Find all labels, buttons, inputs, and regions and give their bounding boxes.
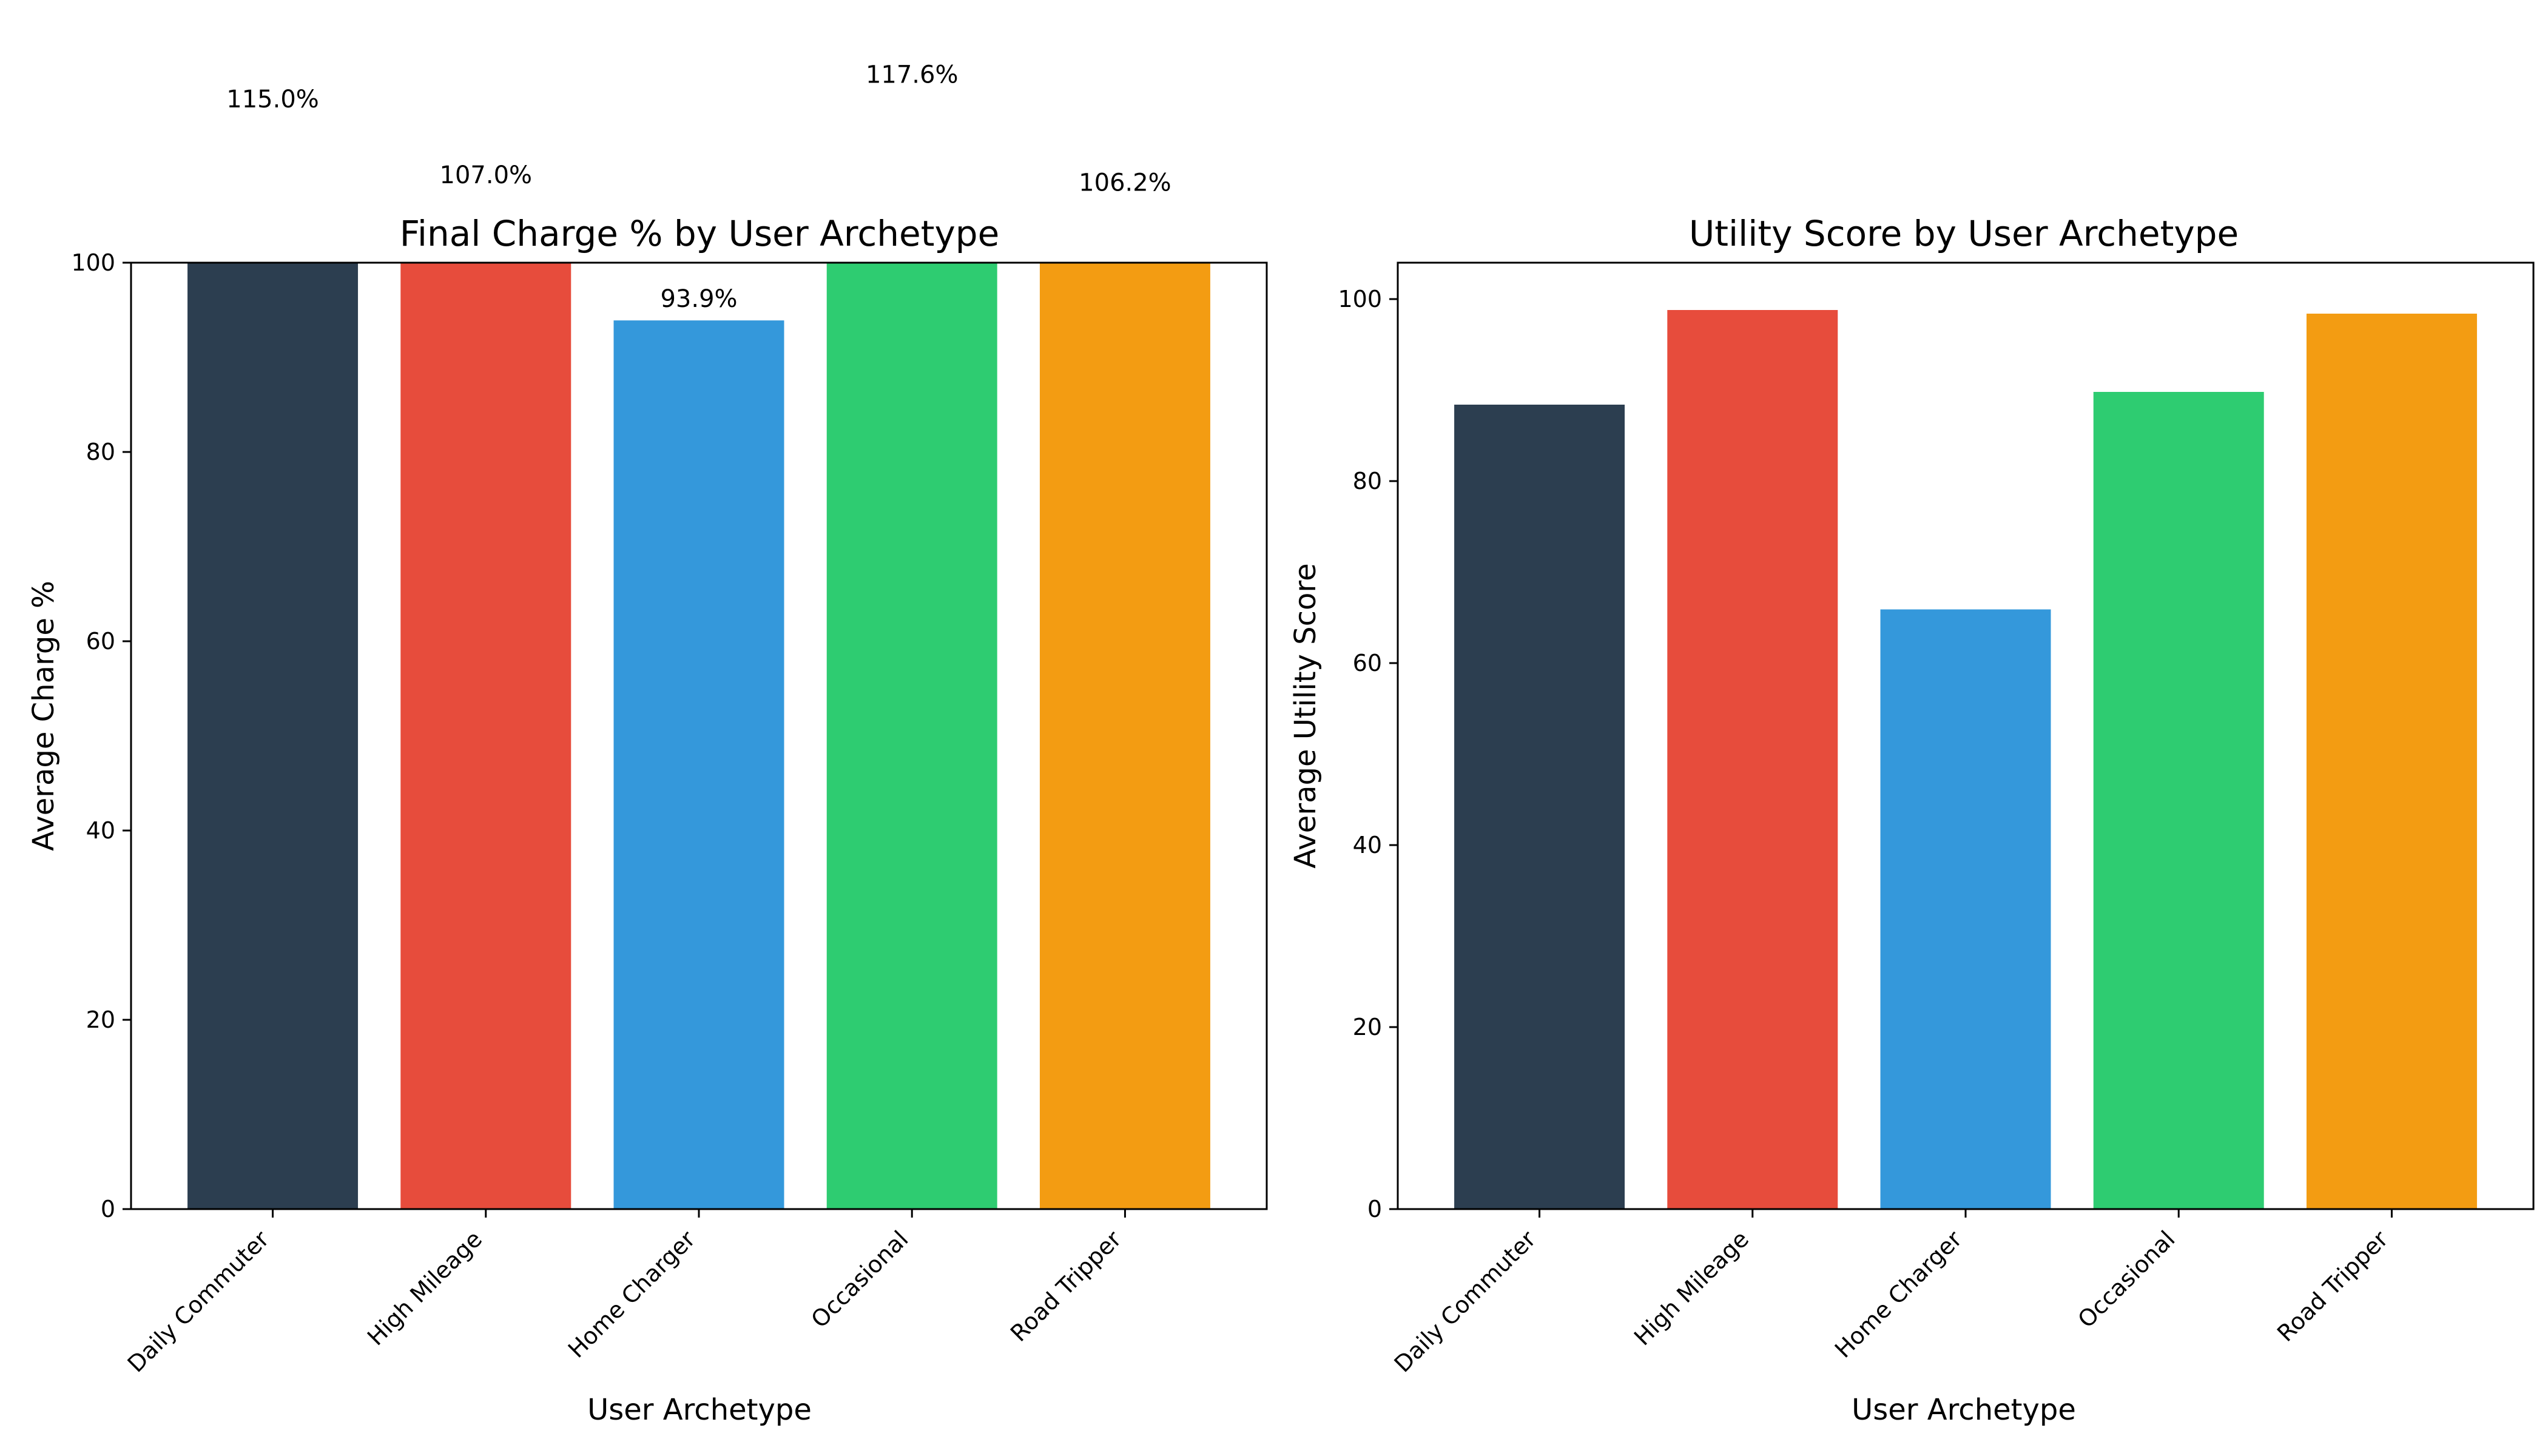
- charge-chart-value-label: 93.9%: [660, 285, 737, 313]
- charge-chart-y-axis-label: Average Charge %: [27, 581, 61, 851]
- utility-chart-y-tick-label: 20: [1353, 1014, 1382, 1040]
- utility-chart-y-tick-label: 100: [1338, 286, 1382, 312]
- utility-chart-x-tick-label: Home Charger: [1830, 1225, 1967, 1363]
- utility-chart-x-tick-label: Daily Commuter: [1389, 1225, 1542, 1378]
- charge-chart-y-tick-label: 40: [86, 817, 115, 844]
- charge-chart-plot-area: Daily Commuter 115.0% High Mileage 107.0% Ho…: [71, 61, 1268, 1378]
- charge-chart-title: Final Charge % by User Archetype: [400, 213, 1000, 254]
- utility-chart-bar: [2093, 392, 2264, 1209]
- charge-chart-bar: [187, 263, 359, 1209]
- utility-chart-title: Utility Score by User Archetype: [1689, 213, 2239, 254]
- charge-chart-value-label: 106.2%: [1079, 169, 1171, 197]
- charge-chart-y-tick-label: 60: [86, 628, 115, 655]
- charge-chart-bar: [826, 263, 997, 1209]
- charge-chart-x-tick-label: Home Charger: [563, 1225, 701, 1363]
- utility-chart-x-tick-label: High Mileage: [1629, 1225, 1754, 1350]
- utility-chart-axes-frame: [1397, 261, 2535, 1210]
- charge-chart-bar: [1039, 263, 1210, 1209]
- utility-chart-y-tick-label: 80: [1353, 468, 1382, 494]
- charge-chart-x-tick-label: Daily Commuter: [123, 1225, 275, 1378]
- charge-chart-x-tick-label: Road Tripper: [1005, 1225, 1127, 1347]
- charge-chart-value-label: 115.0%: [226, 86, 319, 113]
- charge-chart-x-tick-label: High Mileage: [362, 1225, 487, 1350]
- utility-chart-panel: Utility Score by User Archetype User Arc…: [1289, 213, 2535, 1427]
- utility-chart-y-tick-label: 0: [1367, 1196, 1382, 1222]
- charge-chart-axes-frame: [130, 261, 1268, 1210]
- charge-chart-y-tick-label: 20: [86, 1006, 115, 1033]
- utility-chart-y-tick-label: 40: [1353, 832, 1382, 858]
- utility-chart-bar: [2306, 314, 2477, 1209]
- utility-chart-y-tick-label: 60: [1353, 650, 1382, 676]
- utility-chart-y-axis-label: Average Utility Score: [1289, 563, 1323, 868]
- utility-chart-x-tick-label: Occasional: [2072, 1225, 2180, 1333]
- utility-chart-plot-area: Daily Commuter High Mileage Home Charger Oc…: [1338, 261, 2535, 1378]
- utility-chart-x-tick-label: Road Tripper: [2272, 1225, 2393, 1347]
- charge-chart-value-label: 107.0%: [440, 161, 533, 189]
- charge-chart-value-label: 117.6%: [866, 61, 959, 89]
- charge-chart-x-axis-label: User Archetype: [587, 1393, 812, 1427]
- utility-chart-bar: [1880, 609, 2051, 1209]
- charge-chart-y-tick-label: 80: [86, 439, 115, 465]
- charge-chart-y-tick-label: 0: [101, 1196, 115, 1222]
- charge-chart-panel: Final Charge % by User Archetype User Ar…: [27, 61, 1268, 1427]
- charge-chart-y-tick-label: 100: [71, 249, 115, 276]
- utility-chart-x-axis-label: User Archetype: [1852, 1393, 2076, 1427]
- charge-chart-bar: [613, 320, 784, 1210]
- charge-chart-bar: [400, 263, 571, 1209]
- utility-chart-bar: [1667, 310, 1838, 1209]
- charge-chart-x-tick-label: Occasional: [806, 1225, 913, 1333]
- utility-chart-bar: [1454, 405, 1625, 1209]
